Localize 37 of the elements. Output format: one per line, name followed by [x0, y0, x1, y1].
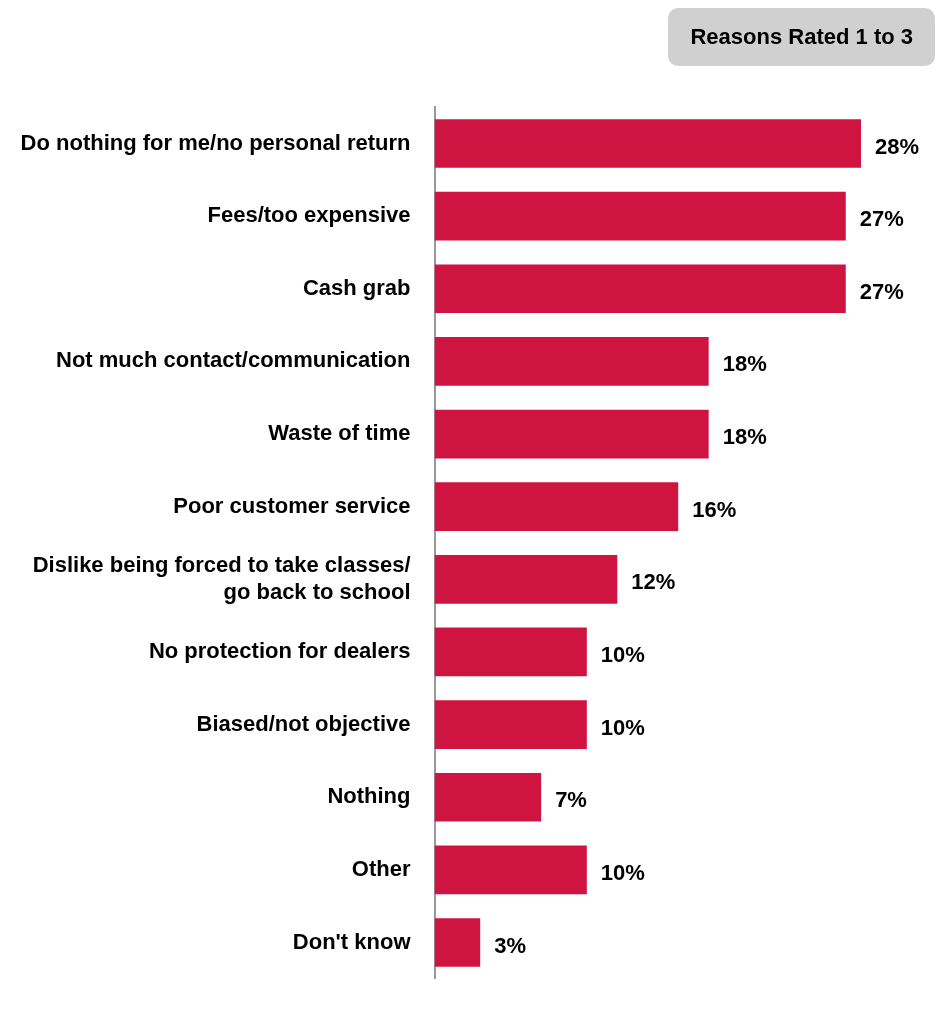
bar	[434, 845, 587, 895]
y-tick-label: Fees/too expensive	[207, 202, 411, 228]
y-tick-label: Nothing	[327, 783, 411, 809]
y-tick-label: Do nothing for me/no personal return	[20, 129, 411, 155]
y-tick-label: Cash grab	[302, 274, 411, 300]
y-tick-label: Other	[351, 855, 411, 881]
bar	[434, 918, 481, 967]
bar	[434, 772, 542, 822]
data-label: 16%	[692, 496, 737, 522]
y-tick-label: Biased/not objective	[196, 710, 411, 736]
y-tick-label: Poor customer service	[173, 492, 411, 518]
data-label: 3%	[494, 932, 526, 958]
y-tick-label: Not much contact/communication	[56, 347, 411, 373]
data-label: 7%	[555, 787, 587, 813]
data-label: 10%	[600, 642, 645, 668]
bar	[434, 264, 846, 314]
data-label: 18%	[722, 351, 767, 377]
chart-title: Reasons Rated 1 to 3	[668, 8, 935, 66]
data-label: 10%	[600, 859, 645, 885]
data-label: 28%	[875, 133, 920, 159]
bar	[434, 627, 587, 677]
bar	[434, 119, 861, 168]
y-tick-label: Don't know	[292, 928, 412, 954]
bar	[434, 700, 587, 749]
bar	[434, 409, 709, 459]
data-label: 12%	[631, 569, 676, 595]
data-label: 10%	[600, 714, 645, 740]
bar	[434, 337, 709, 386]
y-tick-label: Waste of time	[268, 420, 411, 446]
bar	[434, 554, 618, 604]
bar	[434, 191, 846, 241]
data-label: 27%	[859, 206, 904, 232]
y-tick-label: Dislike being forced to take classes/ go back to school	[32, 552, 411, 604]
bar	[434, 482, 679, 532]
y-tick-label: No protection for dealers	[148, 638, 411, 664]
data-label: 18%	[722, 424, 767, 450]
data-label: 27%	[859, 278, 904, 304]
